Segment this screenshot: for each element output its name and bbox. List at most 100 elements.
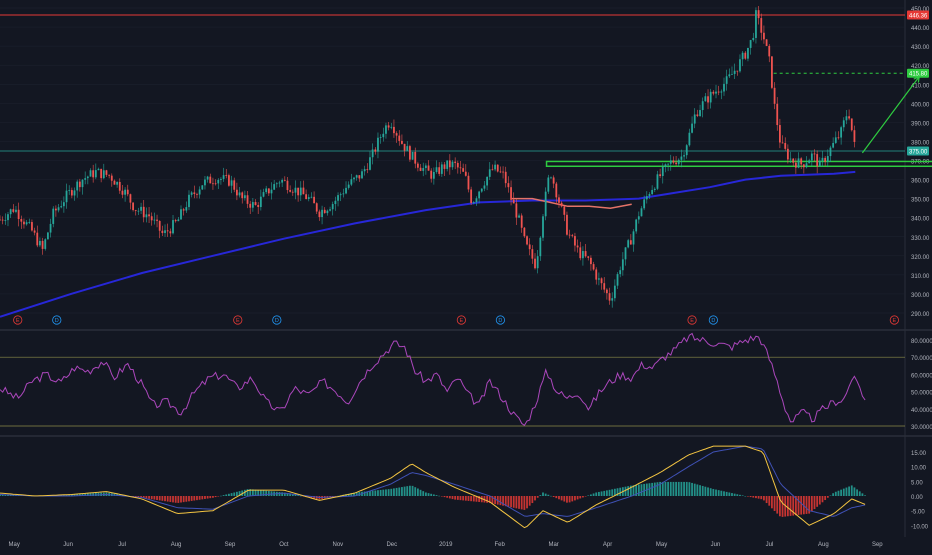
rsi-tick-label: 40.0000 — [911, 408, 932, 414]
candle-body — [448, 160, 451, 168]
macd-histogram-bar — [217, 496, 220, 497]
time-tick-label: Jul — [766, 542, 774, 548]
candle-body — [741, 52, 744, 60]
macd-histogram-bar — [717, 490, 720, 496]
macd-histogram-bar — [204, 496, 206, 499]
price-tick-label: 370.00 — [911, 160, 930, 166]
candle-body — [369, 157, 371, 170]
candle-body — [355, 175, 358, 178]
macd-histogram-bar — [185, 496, 188, 502]
candle-body — [0, 219, 1, 221]
macd-histogram-bar — [512, 496, 515, 508]
candle-body — [845, 116, 848, 121]
macd-histogram-bar — [377, 490, 379, 496]
macd-histogram-bar — [808, 496, 811, 514]
dividend-marker-label: D — [711, 318, 715, 324]
macd-histogram-bar — [73, 494, 76, 496]
candle-body — [1, 219, 4, 221]
macd-histogram-bar — [440, 496, 443, 497]
dividend-marker — [52, 315, 62, 325]
candle-body — [542, 216, 544, 238]
macd-histogram-bar — [603, 490, 606, 496]
rsi-tick-label: 60.0000 — [911, 373, 932, 379]
macd-histogram-bar — [632, 485, 635, 496]
candle-body — [358, 175, 361, 179]
macd-histogram-bar — [611, 489, 614, 496]
candle-body — [31, 222, 33, 231]
candle-body — [235, 189, 238, 196]
candle-body — [84, 178, 87, 180]
macd-histogram-bar — [281, 492, 284, 496]
macd-histogram-bar — [539, 495, 542, 496]
candle-body — [568, 234, 571, 236]
macd-histogram-bar — [715, 489, 717, 496]
candle-body — [813, 153, 816, 155]
time-tick-label: Oct — [279, 542, 289, 548]
macd-histogram-bar — [781, 496, 784, 517]
support-zone-box — [545, 160, 932, 168]
candle-body — [158, 220, 161, 231]
price-tick-label: 430.00 — [911, 45, 930, 51]
macd-histogram-bar — [294, 494, 297, 496]
candle-body — [326, 210, 329, 214]
macd-histogram-bar — [504, 496, 507, 507]
candle-body — [267, 188, 270, 194]
macd-histogram-bar — [134, 496, 137, 497]
candle-body — [776, 103, 779, 126]
time-tick-label: May — [9, 542, 20, 548]
candle-body — [142, 206, 145, 218]
candle-body — [65, 190, 68, 203]
candle-body — [62, 202, 65, 207]
candle-body — [395, 133, 398, 136]
price-tick-label: 420.00 — [911, 64, 930, 70]
earnings-marker — [13, 315, 23, 325]
macd-histogram-bar — [435, 495, 438, 496]
macd-histogram-bar — [350, 493, 353, 496]
candle-body — [456, 162, 459, 168]
macd-histogram-bar — [590, 494, 592, 496]
candle-body — [54, 208, 57, 211]
macd-histogram-bar — [648, 483, 651, 496]
candle-body — [763, 32, 765, 40]
price-tick-label: 310.00 — [911, 274, 930, 280]
candle-body — [182, 209, 185, 211]
candle-body — [664, 164, 667, 167]
candle-body — [491, 169, 494, 171]
macd-histogram-bar — [432, 494, 435, 496]
candle-body — [116, 181, 119, 185]
macd-histogram-bar — [145, 496, 148, 499]
macd-histogram-bar — [834, 491, 837, 496]
macd-histogram-bar — [688, 482, 691, 496]
candle-body — [124, 189, 127, 195]
candle-body — [265, 188, 268, 193]
candle-body — [747, 47, 749, 59]
macd-histogram-bar — [635, 484, 638, 496]
candle-body — [507, 183, 510, 188]
macd-histogram-bar — [675, 481, 677, 496]
candle-body — [667, 163, 670, 165]
macd-histogram-bar — [797, 496, 800, 515]
macd-histogram-bar — [800, 496, 803, 515]
candle-body — [611, 298, 614, 301]
macd-histogram-bar — [472, 496, 475, 502]
candle-body — [164, 230, 166, 234]
macd-histogram-bar — [765, 496, 768, 504]
candle-body — [97, 168, 100, 171]
macd-histogram-bar — [528, 496, 531, 506]
macd-histogram-bar — [283, 492, 286, 496]
macd-histogram-bar — [736, 494, 739, 496]
candle-body — [653, 188, 656, 190]
candle-body — [834, 137, 837, 143]
candle-body — [794, 162, 797, 168]
candle-body — [150, 216, 153, 221]
macd-histogram-bar — [704, 486, 707, 496]
candle-body — [616, 274, 619, 286]
candle-body — [637, 216, 640, 220]
macd-histogram-bar — [707, 487, 709, 496]
candle-body — [283, 179, 286, 181]
moving-average-short — [511, 197, 632, 209]
macd-histogram-bar — [637, 484, 640, 496]
macd-histogram-bar — [499, 496, 502, 506]
